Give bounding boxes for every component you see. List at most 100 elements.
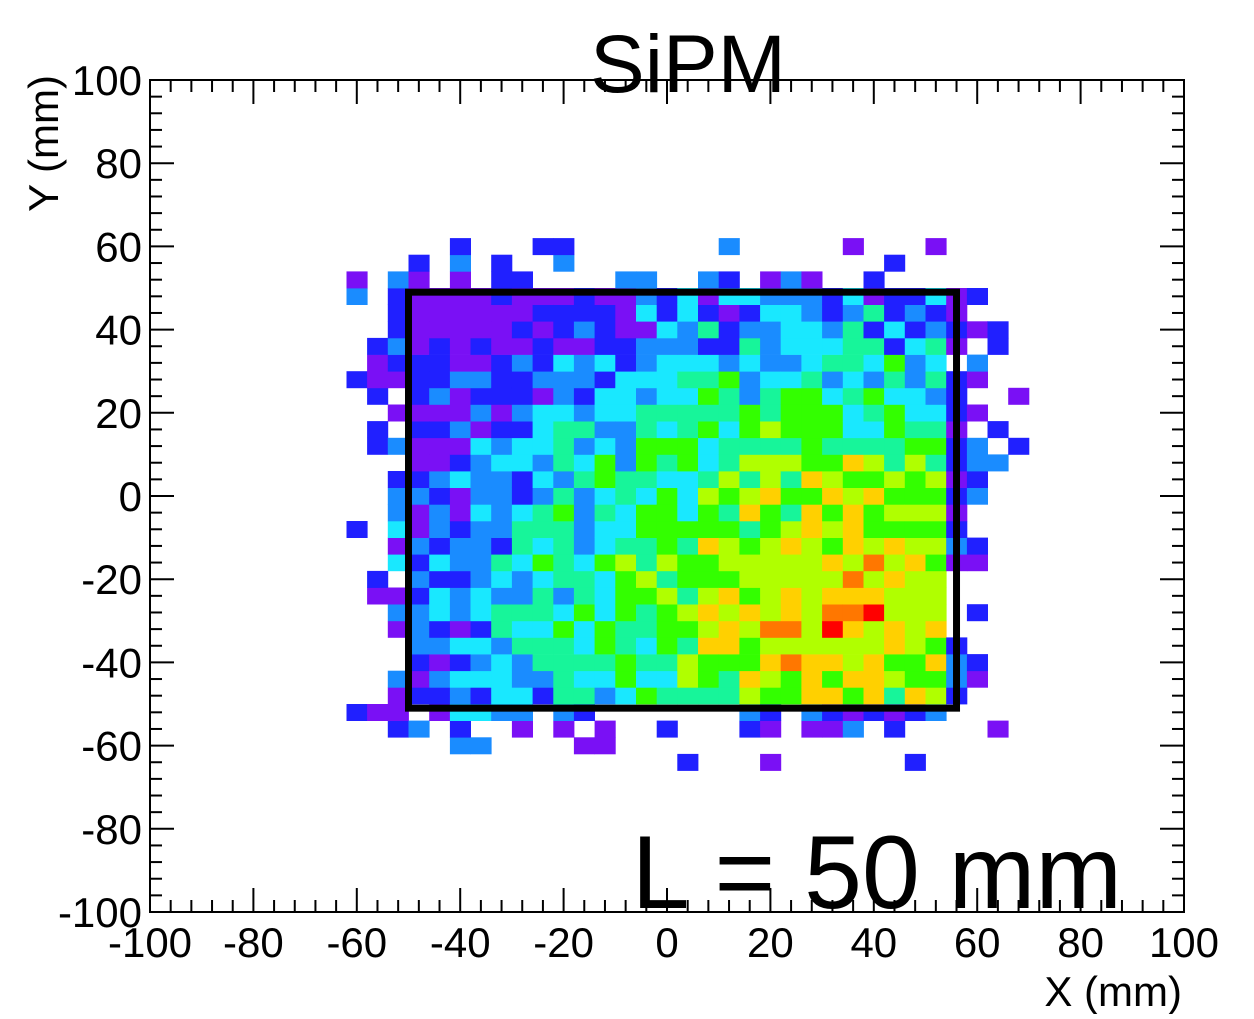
heatmap-cell [573,620,595,638]
heatmap-cell [677,537,699,555]
heatmap-cell [408,620,430,638]
heatmap-cell [532,654,554,672]
heatmap-cell [470,354,492,372]
heatmap-cell [429,304,451,322]
heatmap-cell [491,570,513,588]
heatmap-cell [884,720,906,738]
heatmap-cell [470,321,492,339]
heatmap-cell [636,554,658,572]
heatmap-cell [594,521,616,538]
heatmap-cell [573,304,595,322]
heatmap-cell [449,654,471,672]
heatmap-cell [780,337,802,355]
heatmap-cell [780,321,802,339]
heatmap-cell [449,537,471,555]
heatmap-cell [573,604,595,622]
heatmap-cell [698,554,720,572]
heatmap-cell [842,371,864,389]
heatmap-cell [698,421,720,439]
heatmap-cell [429,620,451,638]
heatmap-cell [367,421,389,439]
heatmap-cell [491,504,513,522]
heatmap-cell [739,354,761,372]
heatmap-cell [594,304,616,322]
heatmap-cell [615,371,637,389]
heatmap-cell [387,371,409,389]
y-tick-label: -60 [81,723,142,770]
heatmap-cell [408,554,430,572]
heatmap-cell [408,670,430,688]
heatmap-cell [346,521,368,538]
heatmap-cell [677,687,699,705]
heatmap-cell [718,654,740,672]
heatmap-cell [449,254,471,272]
heatmap-cell [470,654,492,672]
y-tick-label: -100 [58,889,142,936]
heatmap-cell [594,587,616,605]
heatmap-cell [884,521,906,538]
heatmap-cell [449,238,471,256]
heatmap-cell [904,753,926,771]
heatmap-cell [884,504,906,522]
heatmap-cell [636,337,658,355]
heatmap-cell [884,304,906,322]
heatmap-cell [594,421,616,439]
heatmap-cell [615,387,637,405]
heatmap-cell [842,304,864,322]
heatmap-cell [615,454,637,472]
heatmap-cell [822,387,844,405]
heatmap-cell [863,637,885,655]
heatmap-cell [656,537,678,555]
heatmap-cell [449,354,471,372]
heatmap-cell [718,670,740,688]
heatmap-cell [615,587,637,605]
heatmap-cell [780,437,802,455]
heatmap-cell [780,421,802,439]
heatmap-cell [925,654,947,672]
heatmap-cell [760,554,782,572]
heatmap-cell [718,570,740,588]
heatmap-cell [863,487,885,505]
heatmap-cell [615,687,637,705]
heatmap-cell [718,604,740,622]
heatmap-cell [491,354,513,372]
x-tick-label: 0 [655,919,678,966]
heatmap-cell [884,404,906,422]
heatmap-cell [429,687,451,705]
heatmap-cell [966,537,988,555]
heatmap-cell [760,354,782,372]
heatmap-cell [863,337,885,355]
heatmap-cell [718,620,740,638]
heatmap-cell [532,354,554,372]
heatmap-cell [408,421,430,439]
heatmap-cell [449,504,471,522]
heatmap-cell [470,670,492,688]
heatmap-cell [408,487,430,505]
heatmap-cell [739,471,761,488]
heatmap-cell [739,720,761,738]
heatmap-cell [925,304,947,322]
heatmap-cell [636,587,658,605]
heatmap-cell [925,471,947,488]
heatmap-cell [656,321,678,339]
y-tick-label: 100 [72,57,142,104]
heatmap-cell [594,404,616,422]
heatmap-cell [884,337,906,355]
heatmap-cell [470,620,492,638]
heatmap-cell [925,238,947,256]
heatmap-cell [408,337,430,355]
heatmap-cell [532,404,554,422]
heatmap-cell [760,670,782,688]
heatmap-cell [925,604,947,622]
heatmap-cell [615,504,637,522]
heatmap-cell [429,437,451,455]
heatmap-cell [1008,387,1030,405]
heatmap-cell [925,487,947,505]
heatmap-cell [739,421,761,439]
heatmap-cell [573,487,595,505]
heatmap-cell [780,404,802,422]
heatmap-cell [801,454,823,472]
heatmap-cell [780,670,802,688]
heatmap-cell [429,337,451,355]
